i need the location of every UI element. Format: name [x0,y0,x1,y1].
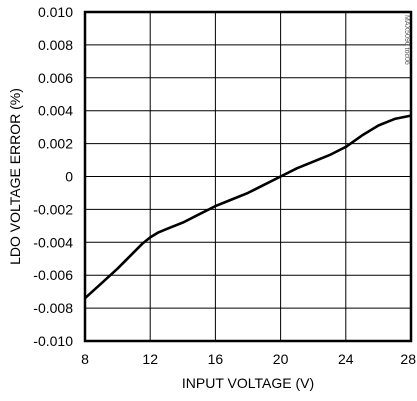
y-tick-label: 0.006 [38,70,73,86]
y-tick-label: -0.004 [33,234,73,250]
x-axis-title: INPUT VOLTAGE (V) [182,375,314,391]
y-axis-title: LDO VOLTAGE ERROR (%) [7,88,23,265]
y-tick-label: -0.008 [33,300,73,316]
series-line [84,114,412,300]
grid-lines [84,11,412,342]
x-tick-label: 28 [400,351,416,367]
y-tick-label: -0.002 [33,201,73,217]
y-tick-label: -0.010 [33,333,73,349]
x-tick-labels: 8 12 16 20 24 28 [81,351,416,367]
y-tick-label: 0 [65,169,73,185]
y-tick-label: 0.002 [38,136,73,152]
series-group [84,114,412,300]
x-tick-label: 20 [273,351,289,367]
y-tick-labels: 0.010 0.008 0.006 0.004 0.002 0 -0.002 -0.004 -0… [33,4,73,349]
y-tick-label: 0.010 [38,4,73,20]
x-tick-label: 8 [81,351,89,367]
y-tick-label: -0.006 [33,267,73,283]
x-tick-label: 24 [338,351,354,367]
plot-frame [83,10,413,343]
y-tick-label: 0.008 [38,37,73,53]
x-tick-label: 12 [142,351,158,367]
y-tick-label: 0.004 [38,103,73,119]
figure-id-watermark: MAX5090 toc06 [403,15,410,65]
x-tick-label: 16 [208,351,224,367]
